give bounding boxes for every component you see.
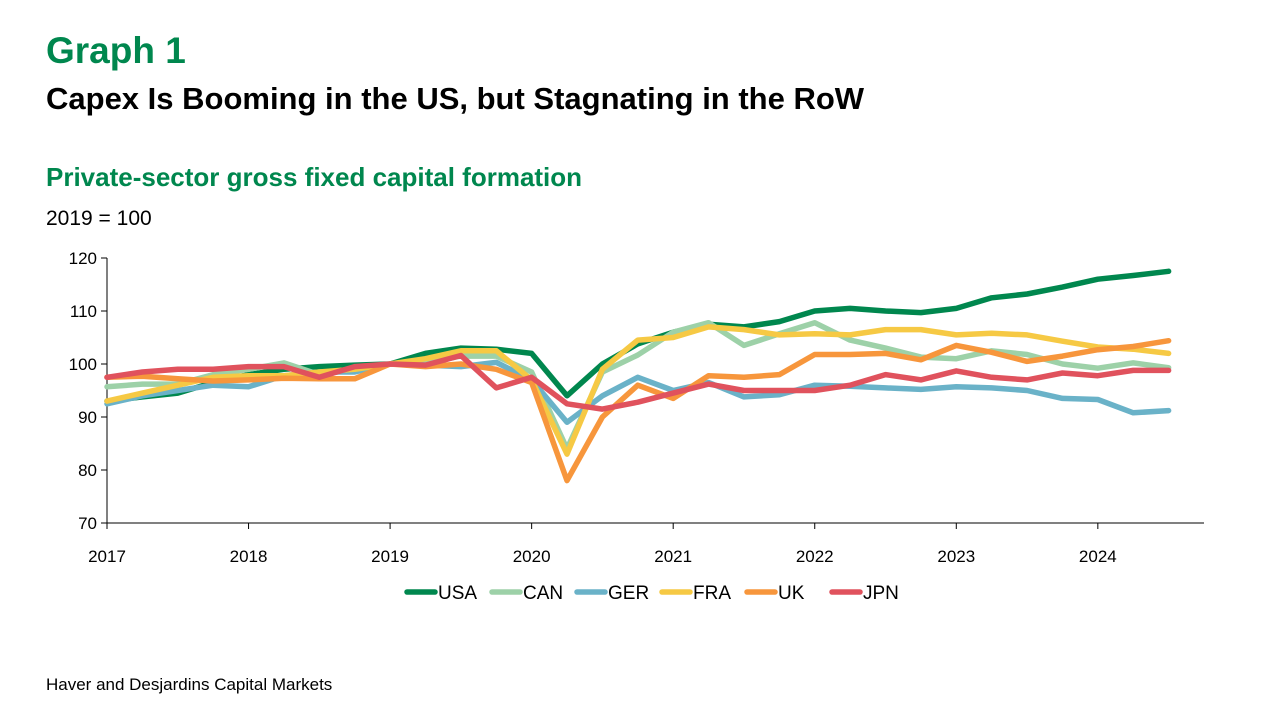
x-tick-label: 2021	[654, 547, 692, 566]
y-tick-label: 70	[78, 514, 97, 533]
legend-label-fra: FRA	[693, 583, 731, 604]
graph-label: Graph 1	[46, 30, 186, 71]
x-tick-label: 2020	[513, 547, 551, 566]
x-tick-label: 2017	[88, 547, 126, 566]
y-tick-label: 120	[69, 249, 97, 268]
y-tick-label: 90	[78, 408, 97, 427]
x-tick-label: 2019	[371, 547, 409, 566]
series-line-uk	[104, 337, 1172, 484]
source-note: Haver and Desjardins Capital Markets	[46, 675, 333, 694]
chart-title: Capex Is Booming in the US, but Stagnati…	[46, 81, 865, 116]
x-tick-label: 2023	[937, 547, 975, 566]
series-lines	[104, 268, 1172, 484]
legend: USA CAN GER FRA UK JPN	[404, 583, 899, 604]
y-tick-label: 80	[78, 461, 97, 480]
x-tick-label: 2022	[796, 547, 834, 566]
axes: 70 80 90 100 110 120 2017 2018 2019 2020 2021 2022 2…	[69, 249, 1204, 566]
series-line-jpn	[104, 352, 1172, 412]
x-tick-label: 2024	[1079, 547, 1117, 566]
legend-label-ger: GER	[608, 583, 649, 604]
legend-label-usa: USA	[438, 583, 477, 604]
y-tick-label: 110	[70, 302, 97, 321]
legend-label-can: CAN	[523, 583, 563, 604]
chart-subtitle: Private-sector gross fixed capital forma…	[46, 162, 583, 192]
x-tick-label: 2018	[230, 547, 268, 566]
y-unit-label: 2019 = 100	[46, 207, 152, 230]
legend-label-uk: UK	[778, 583, 805, 604]
legend-label-jpn: JPN	[863, 583, 899, 604]
y-tick-label: 100	[69, 355, 97, 374]
